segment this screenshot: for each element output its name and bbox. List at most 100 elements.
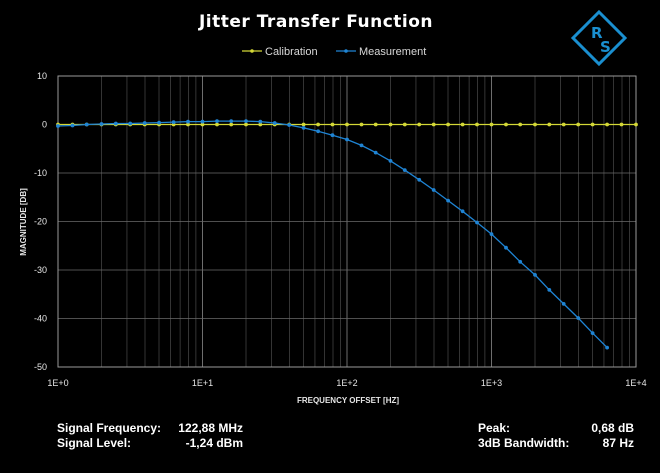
calibration-point [258, 122, 263, 127]
y-tick-label: -50 [34, 362, 47, 372]
calibration-point [301, 122, 306, 127]
measurement-point [446, 198, 450, 203]
measurement-point [258, 119, 263, 124]
measurement-point [200, 119, 205, 124]
measurement-line [57, 120, 608, 349]
measurement-point [504, 245, 508, 250]
calibration-point [489, 122, 494, 127]
y-tick-labels: 10 0 -10 -20 -30 -40 -50 [34, 71, 47, 372]
measurement-point [576, 316, 581, 320]
measurement-point [590, 331, 595, 335]
measurement-point [287, 123, 292, 127]
x-tick-label: 1E+3 [481, 378, 502, 388]
measurement-point [561, 302, 566, 306]
peak-row: Peak: 0,68 dB [478, 421, 634, 436]
measurement-point [157, 120, 162, 125]
measurement-point [113, 121, 118, 126]
calibration-point [590, 122, 595, 127]
calibration-point [316, 122, 320, 127]
series-layer [56, 119, 638, 350]
rs-logo: R S [570, 9, 628, 67]
calibration-point [388, 122, 393, 127]
signal-level-value: -1,24 dBm [185, 436, 243, 450]
calibration-point [619, 122, 624, 127]
calibration-point [229, 122, 234, 127]
calibration-point [475, 122, 479, 127]
calibration-point [244, 122, 248, 127]
signal-frequency-label: Signal Frequency: [57, 421, 162, 435]
signal-frequency-value: 122,88 MHz [178, 421, 243, 435]
signal-frequency-row: Signal Frequency: 122,88 MHz [57, 421, 243, 436]
measurement-point [301, 126, 306, 130]
measurement-point [475, 220, 479, 225]
calibration-point [359, 122, 364, 127]
y-tick-label: -40 [34, 314, 47, 324]
calibration-point [330, 122, 335, 127]
x-tick-label: 1E+2 [336, 378, 357, 388]
bandwidth-value: 87 Hz [602, 436, 634, 450]
calibration-point [605, 122, 609, 127]
peak-value: 0,68 dB [591, 421, 634, 435]
measurement-point [605, 345, 609, 350]
measurement-point [272, 121, 277, 125]
y-axis-label: MAGNITUDE [DB] [19, 188, 28, 256]
measurement-point [186, 119, 190, 124]
calibration-point [215, 122, 219, 127]
signal-level-row: Signal Level: -1,24 dBm [57, 436, 243, 451]
measurement-info-right: Peak: 0,68 dB 3dB Bandwidth: 87 Hz [478, 421, 634, 451]
calibration-point [373, 122, 378, 127]
y-tick-label: -10 [34, 168, 47, 178]
peak-label: Peak: [478, 421, 511, 435]
calibration-point [547, 122, 552, 127]
y-tick-label: -30 [34, 265, 47, 275]
bandwidth-label: 3dB Bandwidth: [478, 436, 570, 450]
measurement-point [330, 133, 335, 138]
legend-measurement-label: Measurement [359, 46, 426, 58]
measurement-point [547, 288, 552, 292]
measurement-point [215, 119, 219, 123]
y-tick-label: -20 [34, 217, 47, 227]
legend: Calibration Measurement [242, 46, 426, 58]
measurement-point [533, 273, 537, 277]
measurement-point [417, 177, 422, 182]
measurement-point [56, 124, 60, 128]
measurement-point [388, 159, 393, 163]
calibration-point [431, 122, 436, 127]
calibration-point [518, 122, 523, 127]
measurement-point [229, 119, 234, 123]
x-tick-label: 1E+1 [192, 378, 213, 388]
x-axis-label: FREQUENCY OFFSET [HZ] [297, 396, 399, 405]
measurement-point [316, 129, 320, 134]
measurement-point [489, 232, 494, 237]
calibration-point [504, 122, 508, 127]
legend-calibration-label: Calibration [265, 46, 318, 58]
signal-info-left: Signal Frequency: 122,88 MHz Signal Leve… [57, 421, 243, 451]
measurement-point [402, 168, 407, 173]
measurement-point [518, 259, 523, 264]
measurement-point [345, 137, 349, 142]
x-tick-label: 1E+4 [625, 378, 646, 388]
measurement-point [70, 123, 75, 128]
measurement-point [142, 121, 147, 125]
legend-calibration-marker [250, 49, 254, 53]
calibration-point [561, 122, 566, 127]
measurement-point [359, 143, 364, 148]
x-tick-label: 1E+0 [47, 378, 68, 388]
chart-title: Jitter Transfer Function [198, 12, 433, 32]
calibration-point [634, 122, 638, 127]
measurement-point [99, 122, 104, 126]
signal-level-label: Signal Level: [57, 436, 132, 450]
measurement-point [84, 122, 89, 127]
plot-frame [57, 75, 637, 368]
measurement-point [373, 150, 378, 155]
rs-logo-letter-s: S [600, 38, 611, 56]
calibration-point [345, 122, 349, 127]
calibration-point [417, 122, 422, 127]
legend-measurement-marker [344, 49, 348, 53]
measurement-point [171, 120, 176, 124]
calibration-point [576, 122, 581, 127]
grid [57, 75, 637, 368]
calibration-point [186, 122, 190, 127]
calibration-point [200, 122, 205, 127]
